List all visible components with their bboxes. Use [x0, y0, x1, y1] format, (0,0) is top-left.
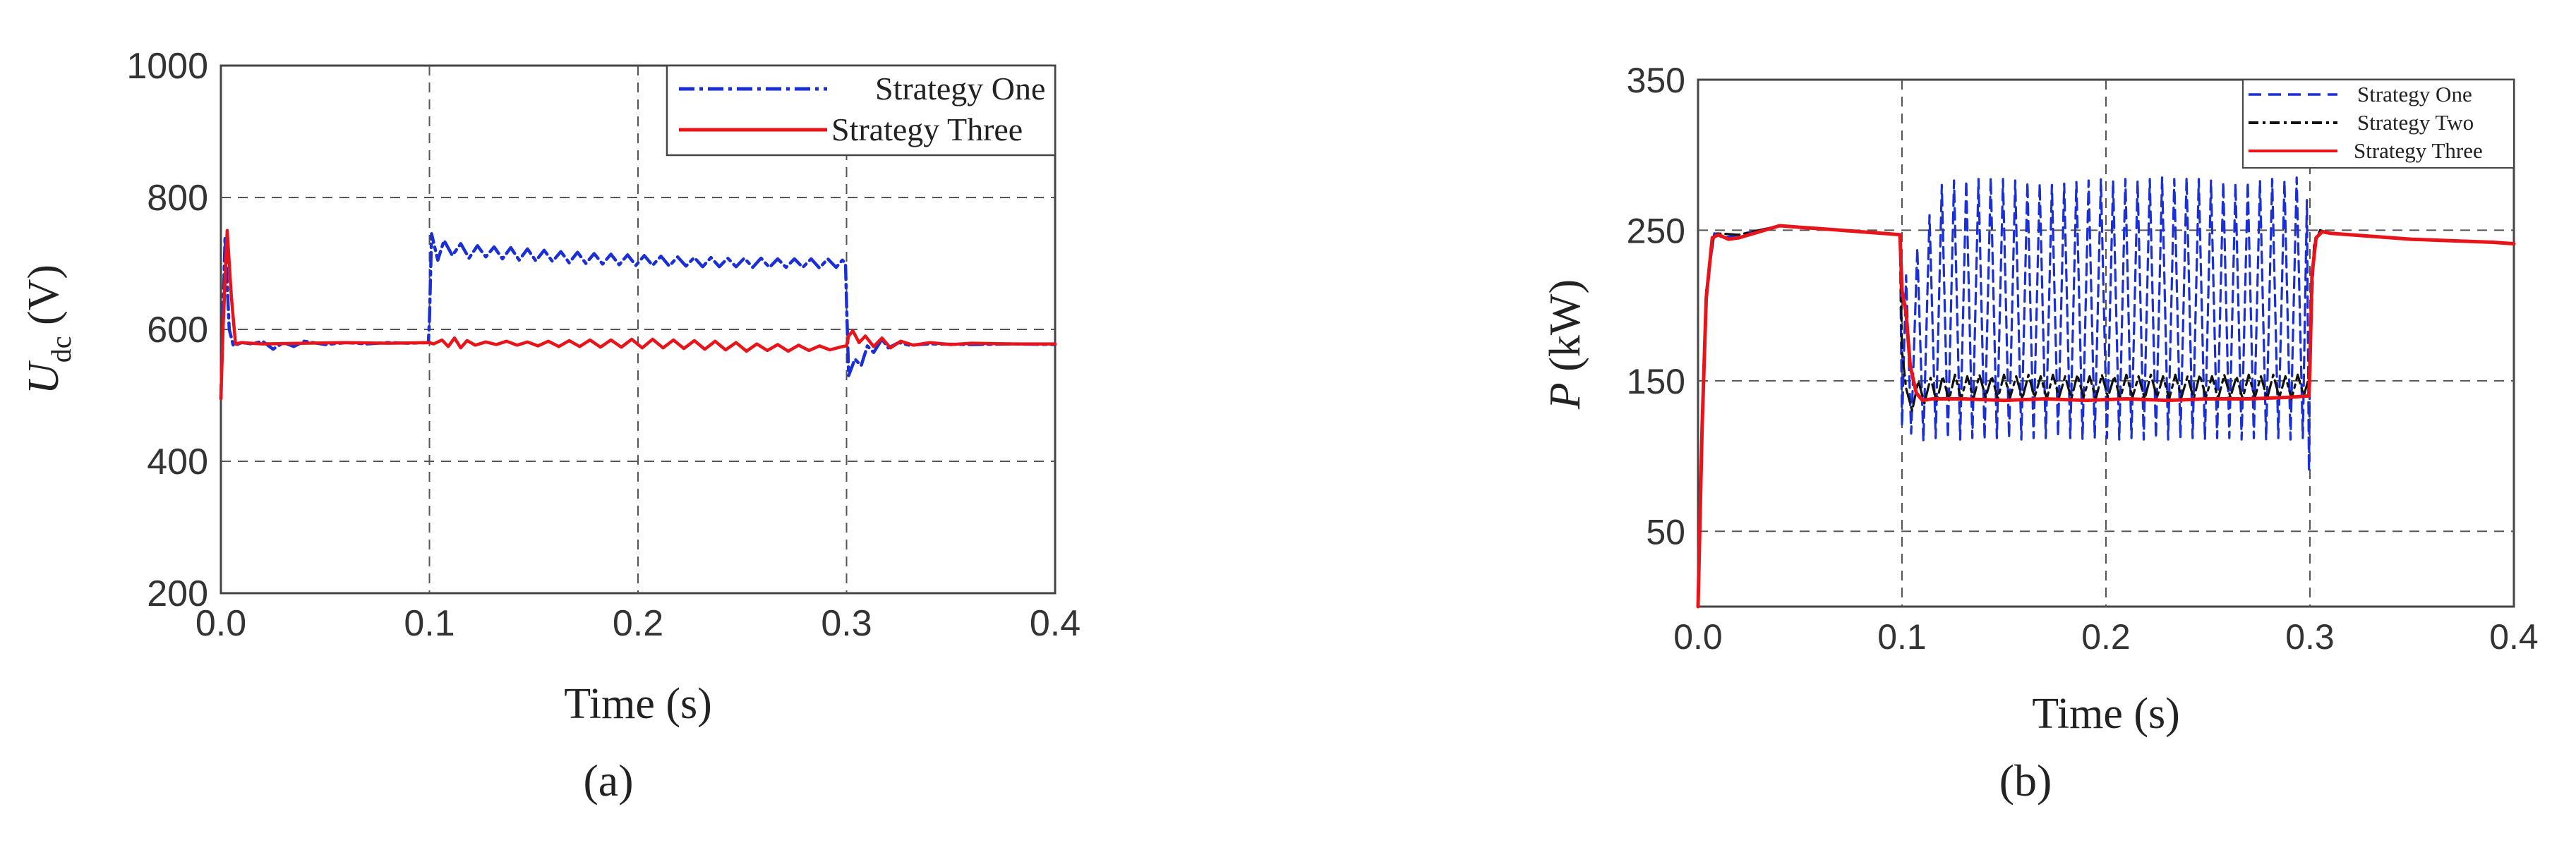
ticks-b: 0.0 0.1 0.2 0.3 0.4 50 150 250 350	[1627, 61, 2539, 657]
panel-label-a: (a)	[583, 755, 633, 806]
ylabel-a-symbol: U	[20, 360, 68, 394]
x-tick-label: 0.0	[195, 603, 246, 644]
x-tick-label: 0.4	[2489, 617, 2539, 657]
y-tick-label: 600	[147, 310, 208, 351]
y-tick-label: 250	[1627, 211, 1685, 250]
ylabel-b-symbol: P	[1541, 382, 1589, 410]
ylabel-b: P (kW)	[1541, 279, 1589, 410]
x-tick-label: 0.4	[1030, 603, 1081, 644]
series-a	[219, 229, 1057, 401]
xlabel-b: Time (s)	[2032, 690, 2180, 738]
panel-b: 0.0 0.1 0.2 0.3 0.4 50 150 250 350 P (kW) Time (…	[1541, 61, 2539, 806]
series-line-strategy-three	[1696, 224, 2516, 609]
panel-label-b: (b)	[1999, 755, 2052, 806]
ylabel-a: Udc (V)	[20, 265, 77, 394]
x-tick-label: 0.1	[1877, 617, 1927, 657]
ylabel-b-unit: (kW)	[1541, 279, 1589, 382]
x-tick-label: 0.2	[2081, 617, 2131, 657]
legend-b-label-strategy-two: Strategy Two	[2357, 110, 2474, 135]
x-tick-label: 0.0	[1673, 617, 1723, 657]
series-line-strategy-two	[1697, 224, 2515, 608]
ylabel-a-subscript: dc	[45, 336, 77, 363]
x-tick-label: 0.3	[821, 603, 872, 644]
legend-a-label-strategy-three: Strategy Three	[831, 111, 1023, 147]
series-line-strategy-three	[219, 229, 1057, 401]
y-tick-label: 800	[147, 178, 208, 219]
x-tick-label: 0.1	[404, 603, 455, 644]
legend-a: Strategy One Strategy Three	[666, 64, 1057, 157]
legend-b: Strategy One Strategy Two Strategy Three	[2242, 79, 2515, 169]
series-b	[1696, 176, 2516, 609]
x-tick-label: 0.3	[2285, 617, 2335, 657]
y-tick-label: 400	[147, 442, 208, 482]
legend-b-label-strategy-one: Strategy One	[2357, 82, 2472, 107]
y-tick-label: 200	[147, 573, 208, 614]
y-tick-label: 150	[1627, 362, 1685, 401]
x-tick-label: 0.2	[613, 603, 663, 644]
legend-a-box	[666, 64, 1057, 157]
xlabel-a: Time (s)	[564, 680, 712, 728]
series-line-strategy-one	[1697, 176, 2515, 608]
y-tick-label: 50	[1646, 512, 1685, 552]
ylabel-a-unit: (V)	[20, 265, 68, 336]
legend-a-label-strategy-one: Strategy One	[875, 71, 1045, 107]
series-line-strategy-one	[219, 232, 1057, 401]
legend-b-label-strategy-three: Strategy Three	[2354, 138, 2483, 163]
y-tick-label: 1000	[126, 46, 208, 87]
ticks-a: 0.0 0.1 0.2 0.3 0.4 200 400 600 800 1000	[126, 46, 1081, 644]
y-tick-label: 350	[1627, 61, 1685, 100]
